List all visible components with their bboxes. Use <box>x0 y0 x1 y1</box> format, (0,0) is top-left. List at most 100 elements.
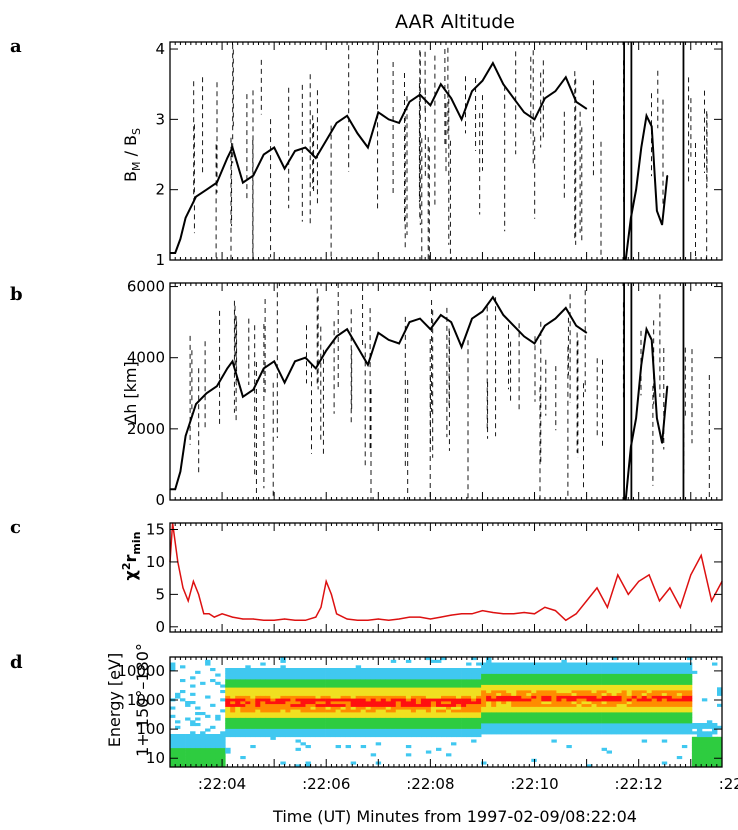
heatmap-cell <box>621 717 627 721</box>
heatmap-cell <box>436 731 442 735</box>
heatmap-cell <box>235 703 241 707</box>
heatmap-cell <box>441 692 447 696</box>
heatmap-cell <box>526 720 532 724</box>
heatmap-cell <box>340 701 346 705</box>
heatmap-cell <box>666 731 673 735</box>
heatmap-cell <box>486 706 492 710</box>
heatmap-cell <box>516 720 522 724</box>
data-point <box>565 307 567 309</box>
heatmap-cell <box>245 679 251 683</box>
heatmap-cell <box>215 714 221 718</box>
heatmap-cell <box>385 712 392 716</box>
heatmap-cell <box>586 698 592 702</box>
heatmap-cell <box>275 720 281 724</box>
heatmap-cell <box>230 676 236 680</box>
heatmap-cell <box>601 687 607 691</box>
heatmap-cell <box>536 692 542 696</box>
heatmap-cell <box>701 698 708 702</box>
heatmap-cell <box>190 684 196 688</box>
heatmap-cell <box>240 717 246 721</box>
heatmap-cell <box>611 662 617 666</box>
heatmap-cell <box>486 684 492 688</box>
heatmap-cell <box>546 701 552 705</box>
heatmap-cell <box>646 703 653 707</box>
heatmap-cell <box>220 698 226 702</box>
heatmap-cell <box>285 668 291 672</box>
heatmap-cell <box>491 728 497 732</box>
heatmap-cell <box>511 662 517 666</box>
heatmap-cell <box>390 698 397 702</box>
heatmap-cell <box>601 714 607 718</box>
heatmap-cell <box>410 725 417 729</box>
heatmap-cell <box>360 720 367 724</box>
heatmap-cell <box>451 684 457 688</box>
heatmap-cell <box>275 728 281 732</box>
heatmap-cell <box>651 673 658 677</box>
heatmap-cell <box>250 706 256 710</box>
heatmap-cell <box>521 692 527 696</box>
heatmap-cell <box>275 723 281 727</box>
heatmap-cell <box>275 709 281 713</box>
heatmap-cell <box>305 745 311 749</box>
heatmap-cell <box>380 706 387 710</box>
heatmap-cell <box>170 742 176 746</box>
heatmap-cell <box>345 690 351 694</box>
heatmap-cell <box>180 739 186 743</box>
heatmap-cell <box>430 687 437 691</box>
heatmap-cell <box>611 657 617 661</box>
heatmap-cell <box>456 714 462 718</box>
heatmap-cell <box>280 695 286 699</box>
heatmap-cell <box>325 709 331 713</box>
heatmap-cell <box>556 714 562 718</box>
heatmap-cell <box>225 690 231 694</box>
heatmap-cell <box>205 761 211 765</box>
heatmap-cell <box>320 690 326 694</box>
heatmap-cell <box>606 690 612 694</box>
panel-c-ylabel: χ2rmin <box>120 532 143 581</box>
data-point <box>367 364 369 366</box>
heatmap-cell <box>310 714 316 718</box>
heatmap-cell <box>280 684 286 688</box>
heatmap-cell <box>441 657 447 661</box>
heatmap-cell <box>541 709 547 713</box>
heatmap-cell <box>712 725 718 729</box>
heatmap-cell <box>526 701 532 705</box>
heatmap-cell <box>631 712 638 716</box>
heatmap-cell <box>491 703 497 707</box>
heatmap-cell <box>456 668 462 672</box>
data-point <box>481 310 484 313</box>
heatmap-cell <box>651 668 658 672</box>
heatmap-cell <box>466 728 472 732</box>
heatmap-cell <box>681 687 688 691</box>
heatmap-cell <box>491 725 497 729</box>
heatmap-cell <box>611 665 617 669</box>
heatmap-cell <box>676 703 683 707</box>
heatmap-cell <box>220 756 226 760</box>
heatmap-cell <box>646 670 653 674</box>
heatmap-cell <box>420 692 427 696</box>
heatmap-cell <box>551 695 557 699</box>
heatmap-cell <box>180 761 186 765</box>
heatmap-cell <box>581 668 587 672</box>
heatmap-cell <box>651 714 658 718</box>
heatmap-cell <box>395 692 402 696</box>
heatmap-cell <box>546 728 552 732</box>
heatmap-cell <box>566 662 572 666</box>
heatmap-cell <box>441 701 447 705</box>
heatmap-cell <box>651 698 658 702</box>
heatmap-cell <box>541 723 547 727</box>
heatmap-cell <box>400 701 407 705</box>
heatmap-cell <box>631 706 638 710</box>
heatmap-cell <box>541 681 547 685</box>
heatmap-cell <box>691 739 698 743</box>
heatmap-cell <box>240 668 246 672</box>
heatmap-cell <box>390 668 397 672</box>
heatmap-cell <box>340 703 346 707</box>
heatmap-cell <box>335 745 341 749</box>
heatmap-cell <box>280 709 286 713</box>
heatmap-cell <box>481 709 487 713</box>
heatmap-cell <box>220 742 226 746</box>
heatmap-cell <box>601 731 607 735</box>
heatmap-cell <box>471 679 477 683</box>
heatmap-cell <box>245 668 251 672</box>
